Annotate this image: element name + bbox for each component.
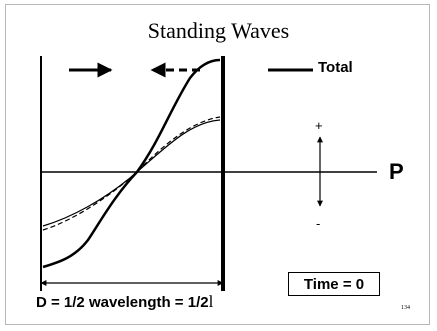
distance-label: D = 1/2 wavelength = 1/2l xyxy=(36,292,213,312)
negative-sign: - xyxy=(316,216,321,231)
time-label: Time = 0 xyxy=(303,275,365,293)
slide-title: Standing Waves xyxy=(147,18,290,43)
pressure-axis-label: P xyxy=(389,159,404,184)
left-travelling-wave-curve-dashed xyxy=(42,116,221,231)
legend-total-label: Total xyxy=(318,59,353,76)
distance-text: D = 1/2 wavelength = 1/2 xyxy=(36,294,209,311)
positive-sign: + xyxy=(315,118,323,133)
right-travelling-wave-curve xyxy=(42,119,221,227)
slide-frame xyxy=(5,4,430,325)
wavelength-symbol: l xyxy=(208,292,214,311)
time-indicator-box: Time = 0 xyxy=(288,272,380,296)
total-wave-curve xyxy=(42,58,221,269)
slide-number: 134 xyxy=(401,305,410,311)
